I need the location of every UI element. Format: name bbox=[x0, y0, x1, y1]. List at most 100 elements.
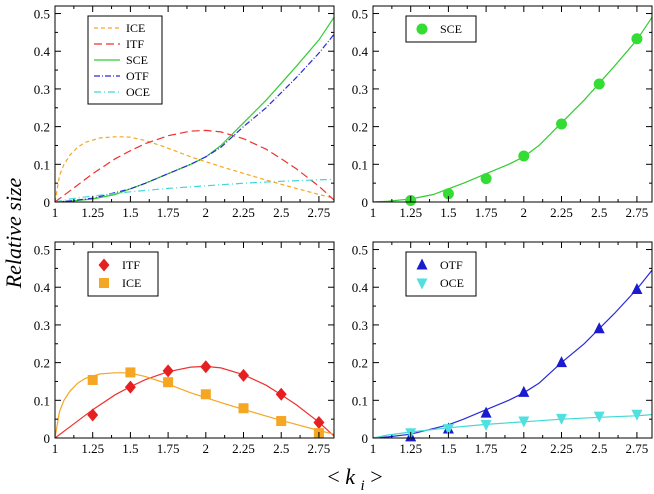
legend-label-itf: ITF bbox=[122, 258, 140, 272]
data-point-otf bbox=[518, 385, 530, 397]
series-lines bbox=[373, 16, 652, 202]
data-point-itf bbox=[313, 416, 325, 430]
series-lines bbox=[55, 16, 334, 202]
data-point-sce bbox=[593, 78, 605, 90]
x-axis-label-subscript: i bbox=[361, 478, 365, 494]
y-tick-label: 0.4 bbox=[34, 280, 51, 295]
data-point-oce bbox=[631, 409, 643, 421]
y-tick-label: 0.2 bbox=[352, 120, 368, 135]
data-point-sce bbox=[518, 150, 530, 162]
marker-series-sce bbox=[405, 33, 643, 206]
legend-label-otf: OTF bbox=[440, 258, 463, 272]
x-tick-label: 2.5 bbox=[273, 441, 289, 456]
y-tick-label: 0.3 bbox=[34, 82, 50, 97]
legend-label-sce: SCE bbox=[440, 22, 462, 36]
marker-series-itf bbox=[87, 360, 325, 430]
x-tick-label: 1.75 bbox=[157, 441, 180, 456]
legend-label-itf: ITF bbox=[126, 37, 144, 51]
y-tick-label: 0.5 bbox=[352, 243, 368, 258]
legend-label-otf: OTF bbox=[126, 69, 149, 83]
data-point-itf bbox=[162, 364, 174, 378]
data-point-oce bbox=[518, 416, 530, 428]
x-tick-label: 1.5 bbox=[440, 441, 456, 456]
series-line-otf bbox=[55, 33, 334, 202]
x-axis-label-close: > bbox=[370, 464, 382, 489]
x-tick-label: 1 bbox=[370, 205, 377, 220]
x-tick-label: 2.5 bbox=[273, 205, 289, 220]
data-point-oce bbox=[480, 419, 492, 431]
data-point-ice bbox=[238, 403, 249, 414]
data-point-sce bbox=[480, 173, 492, 185]
series-line-sce-fit bbox=[373, 16, 652, 202]
y-tick-label: 0.5 bbox=[352, 7, 368, 22]
legend-label-oce: OCE bbox=[440, 276, 464, 290]
x-tick-label: 1.75 bbox=[157, 205, 180, 220]
data-point-oce bbox=[556, 413, 568, 425]
x-tick-label: 1 bbox=[52, 441, 59, 456]
x-tick-label: 2.5 bbox=[591, 441, 607, 456]
x-tick-label: 1 bbox=[52, 205, 59, 220]
y-tick-label: 0 bbox=[362, 431, 369, 446]
series-lines bbox=[373, 269, 652, 438]
y-tick-label: 0.5 bbox=[34, 243, 50, 258]
y-tick-label: 0.3 bbox=[34, 318, 50, 333]
series-line-ice-fit bbox=[55, 372, 334, 438]
x-tick-label: 1.25 bbox=[399, 205, 422, 220]
x-tick-label: 1.75 bbox=[475, 205, 498, 220]
x-tick-label: 2.25 bbox=[550, 205, 573, 220]
y-tick-label: 0.2 bbox=[34, 356, 50, 371]
data-point-oce bbox=[442, 424, 454, 436]
x-tick-label: 2 bbox=[203, 441, 210, 456]
data-point-ice bbox=[87, 374, 98, 385]
series-line-itf bbox=[55, 129, 334, 202]
x-tick-label: 2.75 bbox=[308, 441, 331, 456]
plot-frame bbox=[372, 241, 653, 439]
legend-box bbox=[405, 251, 477, 297]
data-point-otf bbox=[556, 356, 568, 368]
x-tick-label: 1.25 bbox=[399, 441, 422, 456]
data-point-oce bbox=[593, 411, 605, 423]
data-point-sce bbox=[631, 33, 643, 45]
data-point-otf bbox=[480, 406, 492, 418]
y-tick-label: 0.3 bbox=[352, 318, 368, 333]
series-line-otf-fit bbox=[373, 269, 652, 438]
x-axis-label-var: k bbox=[345, 464, 356, 489]
series-line-sce bbox=[55, 16, 334, 202]
y-tick-label: 0.4 bbox=[352, 280, 369, 295]
data-point-ice bbox=[125, 367, 136, 378]
legend-label-ice: ICE bbox=[126, 21, 145, 35]
legend-label-oce: OCE bbox=[126, 85, 150, 99]
series-line-oce bbox=[55, 178, 334, 202]
legend-swatch-ice bbox=[99, 278, 109, 288]
data-point-ice bbox=[200, 389, 211, 400]
data-point-otf bbox=[631, 282, 643, 294]
data-point-sce bbox=[556, 118, 568, 130]
legend-label-sce: SCE bbox=[126, 53, 148, 67]
x-tick-label: 2 bbox=[521, 441, 528, 456]
marker-series-ice bbox=[87, 367, 324, 439]
data-point-itf bbox=[275, 387, 287, 401]
data-point-ice bbox=[163, 377, 174, 388]
y-tick-label: 0.3 bbox=[352, 82, 368, 97]
series-line-itf-fit bbox=[55, 365, 334, 438]
x-axis-label: < k i > bbox=[327, 464, 382, 494]
x-tick-label: 1.5 bbox=[122, 441, 138, 456]
x-tick-label: 2.25 bbox=[232, 441, 255, 456]
legend: SCE bbox=[405, 15, 477, 43]
x-tick-label: 1.25 bbox=[81, 441, 104, 456]
y-tick-label: 0 bbox=[44, 195, 51, 210]
x-tick-label: 2.75 bbox=[308, 205, 331, 220]
data-point-itf bbox=[200, 360, 212, 374]
y-tick-label: 0.2 bbox=[352, 356, 368, 371]
data-point-itf bbox=[238, 368, 250, 382]
data-point-itf bbox=[124, 380, 136, 394]
data-point-ice bbox=[276, 416, 287, 427]
x-tick-label: 2.75 bbox=[626, 441, 649, 456]
y-tick-label: 0.2 bbox=[34, 120, 50, 135]
panel-top-left: 1 1.25 1.5 1.75 2 2.25 2.5 2.75 0 0.1 0.2 0.3 0.4 0.5… bbox=[34, 5, 335, 220]
plot-frame bbox=[372, 5, 653, 203]
x-tick-label: 1.5 bbox=[122, 205, 138, 220]
plot-frame bbox=[54, 5, 335, 203]
x-tick-label: 2.75 bbox=[626, 205, 649, 220]
